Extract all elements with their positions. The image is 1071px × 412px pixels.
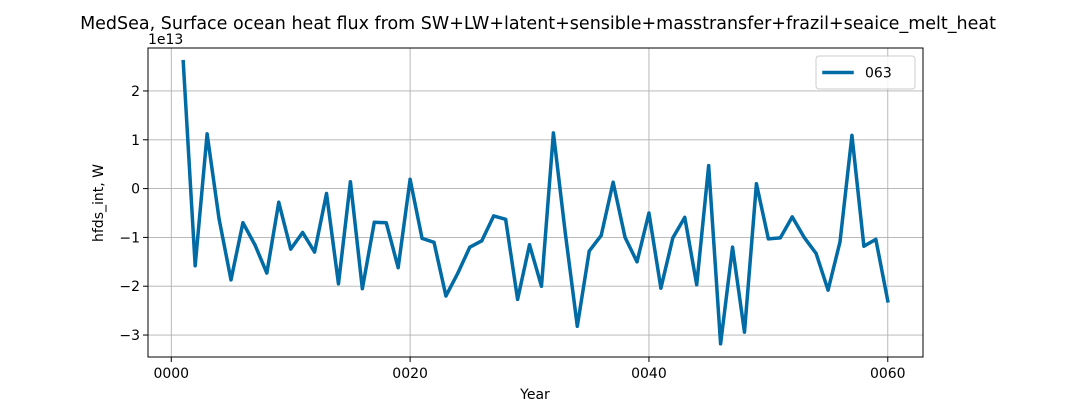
data-point	[229, 278, 233, 282]
data-point	[253, 243, 257, 247]
data-point	[790, 215, 794, 219]
x-axis-label: Year	[519, 387, 550, 403]
y-tick-label: −1	[119, 230, 140, 246]
x-tick-label: 0060	[870, 366, 906, 382]
legend: 063	[815, 55, 916, 90]
data-point	[301, 230, 305, 235]
data-point	[504, 217, 508, 221]
data-point	[265, 271, 269, 275]
y-axis-offset-label: 1e13	[148, 32, 183, 48]
series-layer	[181, 59, 890, 346]
y-tick-label: −2	[119, 279, 140, 295]
data-point	[480, 239, 484, 243]
data-point	[754, 182, 759, 186]
data-point	[623, 235, 627, 239]
data-point	[372, 220, 376, 224]
data-point	[420, 236, 424, 240]
data-point	[384, 221, 388, 225]
data-point	[456, 271, 460, 275]
data-point	[611, 180, 615, 184]
x-tick-label: 0000	[153, 366, 189, 382]
x-tick-label: 0020	[392, 366, 428, 382]
data-point	[193, 264, 197, 268]
y-tick-label: 2	[131, 84, 140, 100]
data-point	[241, 221, 245, 225]
data-point	[289, 247, 293, 251]
x-axis-ticks: 0000 0020 0040 0060	[153, 357, 906, 382]
data-point	[838, 240, 842, 244]
data-point	[205, 132, 209, 136]
data-point	[277, 200, 281, 204]
grid-layer	[148, 48, 923, 357]
data-point	[527, 243, 532, 247]
data-point	[707, 164, 711, 168]
data-point	[539, 284, 544, 288]
data-point	[695, 283, 699, 287]
data-point	[766, 237, 770, 241]
data-point	[671, 236, 675, 240]
data-point	[336, 282, 341, 286]
data-point	[551, 131, 556, 135]
data-point	[575, 324, 579, 328]
legend-box	[815, 55, 916, 90]
x-tick-label: 0040	[631, 366, 667, 382]
y-axis-label: hfds_int, W	[91, 164, 107, 242]
data-point	[396, 266, 400, 270]
data-point	[647, 211, 651, 215]
data-point	[432, 240, 436, 244]
data-point	[850, 133, 854, 137]
data-point	[587, 249, 591, 253]
data-point	[659, 286, 663, 290]
data-point	[599, 233, 603, 238]
data-point	[718, 342, 723, 346]
legend-label-063: 063	[865, 66, 892, 82]
series-line-063	[181, 59, 890, 346]
data-point	[635, 260, 639, 264]
data-point	[563, 231, 567, 236]
data-point	[468, 245, 472, 249]
data-point	[444, 294, 448, 298]
y-tick-label: 0	[131, 182, 140, 198]
data-point	[886, 299, 890, 303]
data-point	[181, 60, 185, 64]
data-point	[312, 250, 317, 254]
data-point	[826, 288, 830, 292]
data-point	[515, 297, 520, 301]
data-point	[492, 214, 496, 218]
data-point	[874, 237, 878, 241]
plot-area-frame	[147, 47, 924, 358]
data-point	[862, 244, 866, 248]
data-point	[814, 251, 818, 256]
y-tick-label: −3	[119, 328, 140, 344]
data-point	[324, 191, 329, 196]
chart-title: MedSea, Surface ocean heat flux from SW+…	[80, 14, 996, 34]
data-point	[217, 217, 221, 221]
y-tick-label: 1	[131, 133, 140, 149]
data-point	[360, 287, 364, 291]
y-axis-ticks: −3 −2 −1 0 1 2	[119, 84, 148, 344]
data-point	[683, 215, 687, 219]
data-point	[348, 180, 353, 184]
data-point	[742, 330, 747, 334]
data-point	[408, 177, 412, 181]
data-point	[730, 245, 735, 249]
data-point	[778, 236, 782, 240]
data-point	[802, 235, 806, 239]
